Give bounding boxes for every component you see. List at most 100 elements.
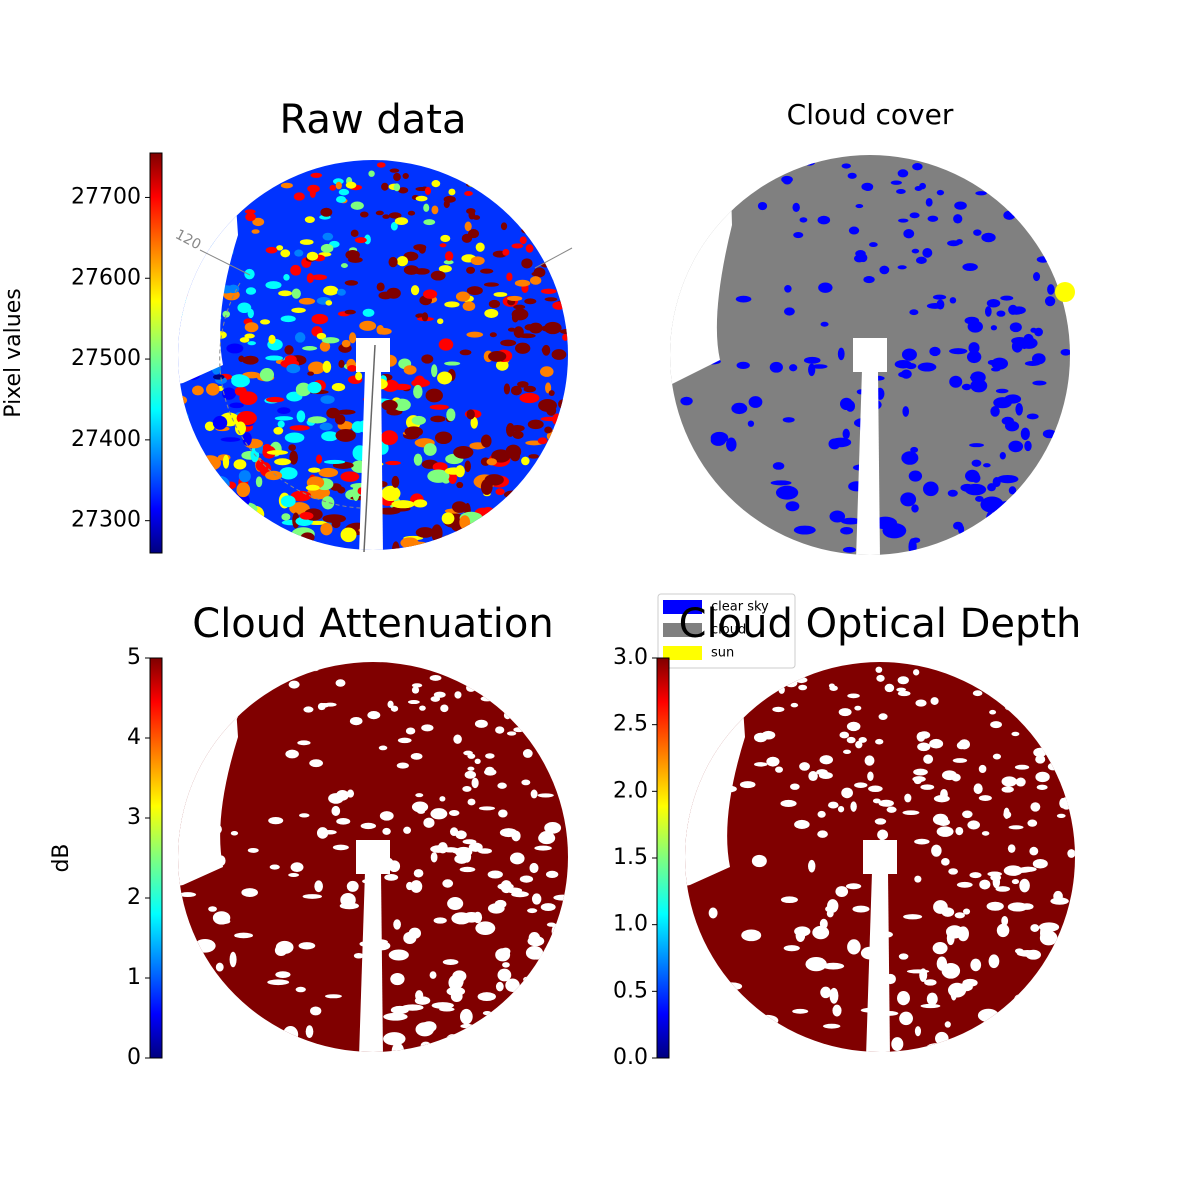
sky-blob: [349, 332, 357, 344]
sky-blob: [294, 332, 306, 343]
sky-blob: [464, 190, 473, 197]
sky-blob: [184, 537, 192, 543]
sky-blob: [190, 534, 213, 544]
sky-blob: [305, 484, 320, 491]
sky-blob: [502, 248, 510, 256]
sky-blob: [352, 484, 360, 502]
sky-blob: [388, 860, 401, 873]
sky-blob: [986, 511, 994, 527]
sky-blob: [914, 875, 922, 883]
sky-blob: [505, 444, 522, 459]
sky-blob: [485, 753, 495, 759]
sky-blob: [427, 160, 439, 165]
sky-blob: [1063, 672, 1071, 680]
sky-blob: [226, 343, 244, 354]
sky-blob: [283, 274, 290, 281]
sky-blob: [944, 1021, 951, 1028]
sky-blob: [909, 309, 919, 316]
sky-blob: [503, 711, 512, 720]
sky-blob: [178, 490, 185, 504]
sky-blob: [986, 298, 1001, 308]
sky-blob: [186, 160, 195, 166]
sky-blob: [835, 886, 849, 897]
sky-blob: [454, 691, 462, 699]
sky-blob: [534, 845, 552, 851]
sky-blob: [1030, 802, 1041, 812]
sky-blob: [980, 496, 1004, 513]
sky-blob: [812, 925, 830, 940]
sky-blob: [475, 921, 496, 935]
sky-blob: [531, 893, 542, 905]
sky-blob: [298, 539, 316, 550]
sky-blob: [233, 459, 247, 470]
colorbar-tick-label: 1.5: [613, 845, 648, 870]
sky-blob: [447, 161, 456, 168]
sky-blob: [799, 762, 810, 771]
sky-blob: [483, 282, 499, 287]
sky-blob: [529, 276, 542, 285]
sky-blob: [542, 1005, 550, 1013]
sky-blob: [291, 160, 299, 164]
sky-blob: [533, 725, 543, 736]
sky-blob: [819, 755, 834, 765]
sky-blob: [963, 171, 971, 178]
sky-blob: [430, 808, 448, 820]
sky-blob: [278, 290, 293, 297]
sky-blob: [555, 482, 568, 496]
sky-blob: [932, 942, 948, 955]
colorbar-tick-label: 27600: [71, 265, 141, 290]
sky-blob: [780, 896, 798, 904]
sky-blob: [949, 165, 960, 171]
sky-blob: [462, 301, 476, 312]
sky-blob: [920, 1003, 941, 1009]
sky-blob: [244, 268, 255, 280]
sky-blob: [867, 771, 874, 781]
sky-blob: [967, 820, 980, 830]
sky-blob: [984, 306, 992, 317]
sky-blob: [528, 454, 539, 459]
sky-blob: [551, 349, 567, 360]
sky-blob: [798, 684, 808, 691]
sky-blob: [307, 371, 314, 376]
sky-blob: [360, 822, 377, 830]
sky-blob: [841, 163, 851, 169]
sky-blob: [423, 817, 435, 828]
sky-blob: [425, 388, 443, 403]
sky-blob: [290, 490, 312, 502]
sky-blob: [520, 684, 531, 693]
sky-blob: [509, 852, 525, 865]
sky-blob: [423, 203, 430, 212]
pole-mask: [866, 872, 890, 1052]
sky-blob: [990, 670, 998, 677]
sky-blob: [472, 526, 490, 541]
sky-blob: [850, 801, 857, 812]
sky-blob: [852, 905, 870, 913]
sky-blob: [962, 810, 973, 819]
sky-blob: [209, 986, 219, 998]
sky-blob: [690, 684, 702, 691]
sky-blob: [294, 249, 304, 257]
sky-blob: [445, 1034, 460, 1051]
sky-blob: [978, 795, 992, 802]
sky-blob: [1024, 360, 1041, 367]
sky-blob: [310, 665, 320, 672]
colorbar-label: dB: [49, 843, 74, 872]
sky-blob: [527, 908, 538, 914]
sky-blob: [179, 195, 190, 204]
sky-blob: [281, 513, 291, 521]
sky-blob: [318, 467, 339, 478]
sky-blob: [279, 467, 298, 480]
sky-blob: [789, 364, 798, 372]
sky-blob: [348, 256, 363, 263]
sky-blob: [467, 753, 476, 759]
sky-blob: [540, 262, 550, 268]
sky-blob: [244, 168, 254, 177]
sky-blob: [708, 907, 718, 919]
sky-blob: [855, 203, 864, 209]
sky-blob: [1047, 284, 1055, 295]
sky-blob: [288, 680, 300, 689]
sky-blob: [913, 768, 928, 776]
sky-blob: [827, 801, 839, 809]
sky-blob: [972, 690, 983, 697]
sky-blob: [891, 1037, 904, 1051]
